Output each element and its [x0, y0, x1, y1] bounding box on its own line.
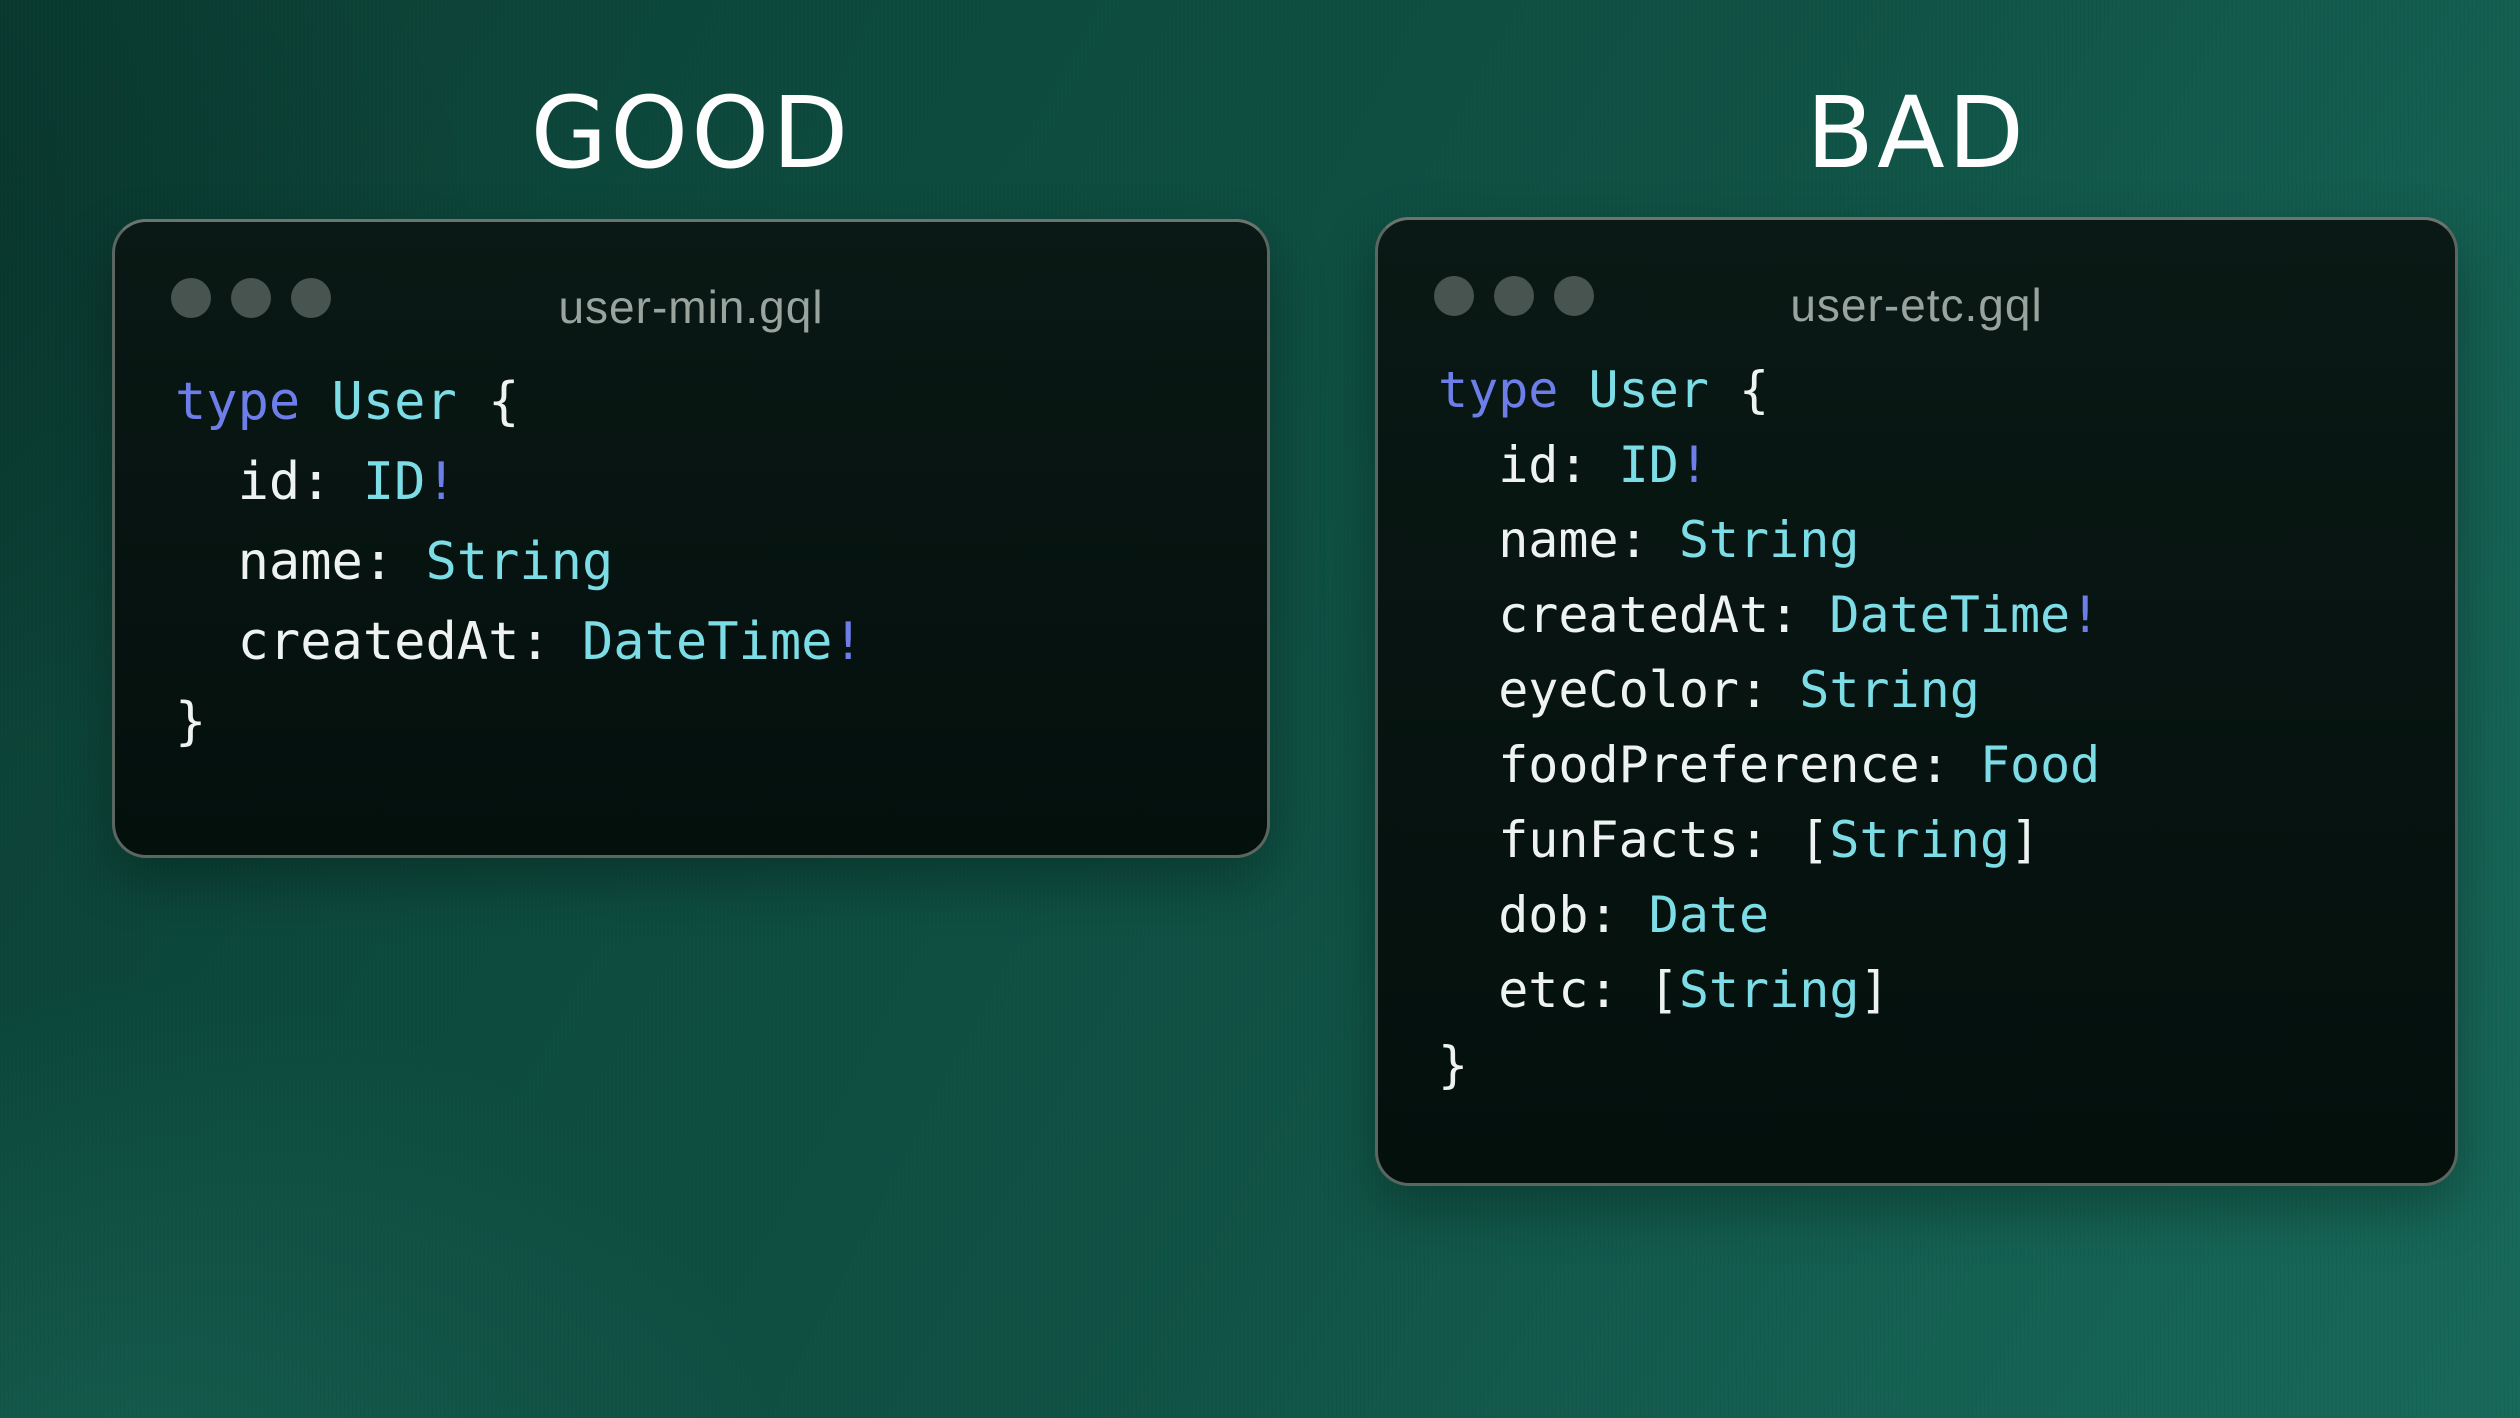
heading-bad: BAD — [1806, 76, 2027, 191]
code-token: ] — [2009, 811, 2041, 869]
window-filename: user-min.gql — [558, 281, 824, 333]
code-line: eyeColor: String — [1438, 653, 2435, 728]
code-token: User — [331, 372, 457, 432]
code-line: createdAt: DateTime! — [1438, 578, 2435, 653]
traffic-dot-icon — [1434, 276, 1474, 316]
code-line: name: String — [175, 522, 1247, 602]
code-token: ID — [1618, 436, 1679, 494]
code-token: } — [175, 692, 207, 752]
code-token: ID — [362, 452, 426, 512]
code-token: String — [1829, 811, 2010, 869]
code-token: createdAt: — [175, 612, 582, 672]
traffic-dot-icon — [171, 278, 211, 318]
traffic-dot-icon — [231, 278, 271, 318]
window-titlebar: user-min.gql — [115, 222, 1267, 342]
code-token: DateTime — [582, 612, 833, 672]
code-token: funFacts: [ — [1438, 811, 1830, 869]
code-token: eyeColor: — [1438, 661, 1800, 719]
code-line: type User { — [1438, 353, 2435, 428]
code-token: String — [425, 532, 614, 592]
code-token: ! — [832, 612, 864, 672]
code-token: String — [1799, 661, 1980, 719]
code-line: dob: Date — [1438, 878, 2435, 953]
code-token: User — [1588, 361, 1709, 419]
code-token: type — [1438, 361, 1559, 419]
code-token: ] — [1859, 961, 1890, 1019]
code-token: { — [1708, 361, 1770, 419]
heading-good: GOOD — [530, 76, 852, 191]
code-window-good: user-min.gql type User { id: ID! name: S… — [112, 219, 1270, 858]
code-line: name: String — [1438, 503, 2435, 578]
traffic-lights — [171, 278, 331, 318]
code-token: Food — [1979, 736, 2101, 794]
code-block: type User { id: ID! name: String created… — [1438, 353, 2435, 1103]
window-filename: user-etc.gql — [1790, 279, 2043, 331]
code-token: String — [1678, 511, 1860, 569]
code-window-bad: user-etc.gql type User { id: ID! name: S… — [1375, 217, 2458, 1186]
code-token: String — [1678, 961, 1860, 1019]
traffic-lights — [1434, 276, 1594, 316]
code-line: id: ID! — [175, 442, 1247, 522]
code-line: funFacts: [String] — [1438, 803, 2435, 878]
code-token: ! — [425, 452, 457, 512]
code-line: foodPreference: Food — [1438, 728, 2435, 803]
code-token: name: — [175, 532, 426, 592]
window-titlebar: user-etc.gql — [1378, 220, 2455, 340]
code-token: type — [175, 372, 301, 432]
code-token: foodPreference: — [1438, 736, 1980, 794]
code-token: id: — [175, 452, 363, 512]
code-token: name: — [1438, 511, 1679, 569]
traffic-dot-icon — [1554, 276, 1594, 316]
code-token: etc: [ — [1438, 961, 1679, 1019]
code-token: createdAt: — [1438, 586, 1830, 644]
code-token — [1558, 361, 1588, 419]
code-block: type User { id: ID! name: String created… — [175, 362, 1247, 762]
code-line: etc: [String] — [1438, 953, 2435, 1028]
code-line: } — [1438, 1028, 2435, 1103]
code-token: dob: — [1438, 886, 1649, 944]
code-token: ! — [1678, 436, 1709, 494]
code-token: ! — [2070, 586, 2101, 644]
code-line: id: ID! — [1438, 428, 2435, 503]
code-token: Date — [1648, 886, 1770, 944]
code-line: type User { — [175, 362, 1247, 442]
traffic-dot-icon — [1494, 276, 1534, 316]
code-token — [300, 372, 331, 432]
code-token: { — [456, 372, 520, 432]
code-token: DateTime — [1829, 586, 2071, 644]
code-line: createdAt: DateTime! — [175, 602, 1247, 682]
code-token: } — [1438, 1036, 1469, 1094]
traffic-dot-icon — [291, 278, 331, 318]
code-token: id: — [1438, 436, 1619, 494]
code-line: } — [175, 682, 1247, 762]
